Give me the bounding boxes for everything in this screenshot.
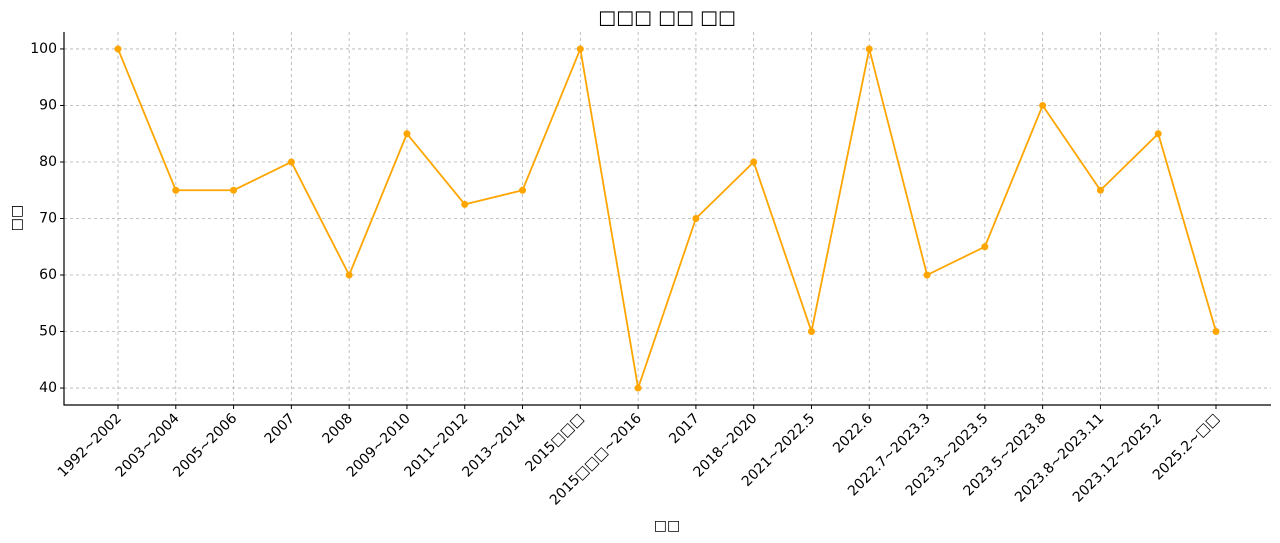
data-point xyxy=(287,158,295,166)
y-tick-label: 90 xyxy=(39,97,57,113)
data-point xyxy=(403,130,411,138)
data-point xyxy=(981,243,989,251)
x-tick-label: 2022.6 xyxy=(830,410,876,456)
x-tick-label: 2007 xyxy=(262,411,299,448)
y-tick-label: 80 xyxy=(39,154,57,170)
axis xyxy=(63,32,1271,406)
data-point xyxy=(519,186,527,194)
data-point xyxy=(172,186,180,194)
y-tick-label: 100 xyxy=(30,41,57,57)
data-point xyxy=(230,186,238,194)
data-point xyxy=(114,45,122,53)
y-tick-label: 40 xyxy=(39,380,57,396)
x-tick-label: 2008 xyxy=(319,411,356,448)
data-point xyxy=(461,200,469,208)
data-point xyxy=(345,271,353,279)
data-point xyxy=(1096,186,1104,194)
data-point xyxy=(1039,101,1047,109)
y-tick-label: 70 xyxy=(39,211,57,227)
x-axis-label: □□ xyxy=(654,518,680,534)
data-point xyxy=(634,384,642,392)
chart-title: □□□ □□ □□ xyxy=(598,7,736,29)
y-tick-label: 60 xyxy=(39,267,57,283)
x-tick-label: 2017 xyxy=(666,411,703,448)
data-point xyxy=(1212,328,1220,336)
data-line xyxy=(117,45,1217,389)
data-point xyxy=(923,271,931,279)
y-tick-label: 50 xyxy=(39,324,57,340)
data-point xyxy=(692,215,700,222)
y-axis-label: □□ xyxy=(9,205,25,231)
data-point xyxy=(576,45,584,53)
data-point xyxy=(865,45,873,53)
data-point xyxy=(1154,130,1162,138)
data-point xyxy=(750,158,758,166)
data-point xyxy=(807,328,815,336)
